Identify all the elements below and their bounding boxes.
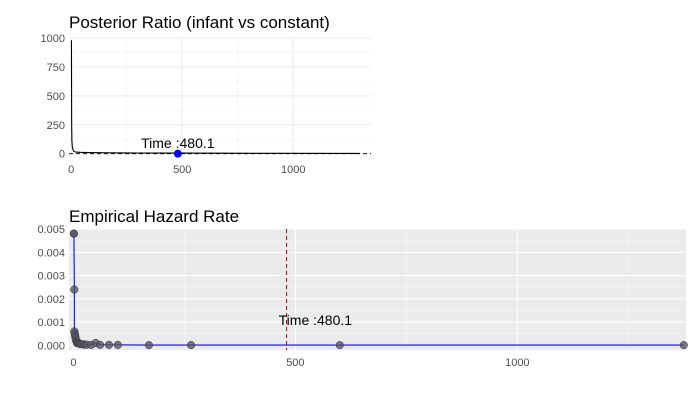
plot-background — [69, 229, 686, 350]
empirical-hazard-chart: Empirical Hazard Rate 0.0000.0010.0020.0… — [37, 207, 688, 369]
annotation: Time :480.1 — [279, 312, 353, 328]
y-tick-label: 0.004 — [37, 247, 65, 259]
y-tick-label: 0.000 — [37, 340, 65, 352]
annotation: Time :480.1 — [141, 135, 215, 151]
data-point — [69, 229, 78, 238]
tick-labels: 0 250 500 750 1000 0 500 1000 — [41, 33, 306, 176]
data-point — [335, 341, 344, 350]
y-tick-label: 250 — [47, 120, 65, 132]
x-tick-label: 500 — [173, 164, 191, 176]
y-tick-label: 750 — [47, 62, 65, 74]
x-tick-label: 500 — [286, 357, 304, 369]
series-line — [70, 40, 360, 154]
tick-labels: 0.000 0.001 0.002 0.003 0.004 0.005 0 500 1000 — [37, 224, 529, 369]
x-tick-label: 1000 — [505, 357, 529, 369]
data-point — [113, 340, 122, 349]
data-point — [70, 285, 79, 294]
highlight-point — [173, 149, 182, 158]
chart-title: Empirical Hazard Rate — [69, 207, 239, 226]
y-tick-label: 500 — [47, 91, 65, 103]
gridlines — [69, 37, 371, 156]
data-point — [187, 341, 196, 350]
data-point — [104, 340, 113, 349]
y-tick-label: 0.002 — [37, 294, 65, 306]
series: Time :480.1 — [70, 40, 360, 158]
posterior-ratio-chart: Posterior Ratio (infant vs constant) 0 25… — [41, 13, 371, 176]
y-tick-label: 0 — [59, 149, 65, 161]
y-tick-label: 0.001 — [37, 317, 65, 329]
y-tick-label: 0.005 — [37, 224, 65, 236]
chart-title: Posterior Ratio (infant vs constant) — [69, 13, 330, 32]
data-point — [96, 340, 105, 349]
x-tick-label: 0 — [68, 164, 74, 176]
y-tick-label: 0.003 — [37, 271, 65, 283]
series: Time :480.1 — [69, 229, 688, 350]
gridlines — [69, 228, 686, 350]
plot-background — [69, 229, 686, 350]
data-point — [679, 341, 688, 350]
y-tick-label: 1000 — [41, 33, 65, 45]
data-point — [144, 341, 153, 350]
x-tick-label: 0 — [70, 357, 76, 369]
x-tick-label: 1000 — [281, 164, 305, 176]
